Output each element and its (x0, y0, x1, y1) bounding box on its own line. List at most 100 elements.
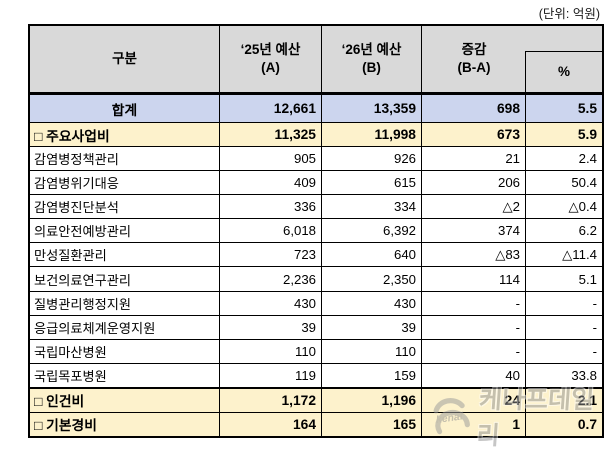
cell-budget-2026: 2,350 (322, 267, 422, 291)
cell-change: 206 (422, 171, 526, 195)
cell-budget-2026: 159 (322, 363, 422, 387)
cell-budget-2025: 11,325 (220, 123, 322, 147)
table-row: 의료안전예방관리 6,018 6,392 374 6.2 (30, 219, 602, 244)
table-row: 질병관리행정지원 430 430 - - (30, 291, 602, 316)
cell-budget-2025: 336 (220, 195, 322, 219)
cell-budget-2026: 165 (322, 412, 422, 437)
cell-change: 698 (422, 95, 526, 122)
header-budget-2025-line1: ‘25년 예산 (240, 42, 301, 58)
row-label: 질병관리행정지원 (30, 291, 220, 315)
table-row-personnel: □ 인건비 1,172 1,196 24 2.1 (30, 388, 602, 413)
cell-change: △2 (422, 195, 526, 219)
header-change-group: 증감 (B-A) % (422, 26, 602, 92)
row-label: □ 기본경비 (30, 412, 220, 437)
table-row-basic-expenses: □ 기본경비 164 165 1 0.7 (30, 412, 602, 437)
cell-budget-2025: 723 (220, 243, 322, 267)
header-category-label: 구분 (112, 51, 137, 67)
header-percent-label: % (557, 64, 570, 80)
cell-percent: 5.9 (577, 127, 597, 143)
cell-budget-2025: 6,018 (220, 219, 322, 243)
table-row: 보건의료연구관리 2,236 2,350 114 5.1 (30, 267, 602, 292)
header-budget-2025: ‘25년 예산 (A) (220, 26, 322, 92)
row-label: 감염병진단분석 (30, 195, 220, 219)
cell-budget-2025: 119 (220, 363, 322, 387)
cell-change: 40 (422, 363, 526, 387)
cell-percent: △0.4 (568, 198, 597, 214)
cell-budget-2026: 430 (322, 291, 422, 315)
cell-budget-2026: 615 (322, 171, 422, 195)
cell-percent: 33.8 (571, 367, 597, 383)
header-percent: % (525, 51, 602, 92)
table-header-row: 구분 ‘25년 예산 (A) ‘26년 예산 (B) 증감 (B-A) % (30, 26, 602, 95)
cell-budget-2026: 926 (322, 147, 422, 171)
row-label: □ 인건비 (30, 388, 220, 412)
cell-percent: - (592, 343, 597, 359)
row-label: □ 주요사업비 (30, 123, 220, 147)
row-label: 국립목포병원 (30, 363, 220, 387)
cell-change: 374 (422, 219, 526, 243)
table-row-total: 합계 12,661 13,359 698 5.5 (30, 95, 602, 123)
cell-change: - (422, 315, 526, 339)
header-change-line1: 증감 (461, 42, 487, 58)
cell-budget-2025: 430 (220, 291, 322, 315)
cell-budget-2025: 905 (220, 147, 322, 171)
cell-budget-2025: 12,661 (220, 95, 322, 122)
row-label: 감염병위기대응 (30, 171, 220, 195)
cell-change: 114 (422, 267, 526, 291)
cell-change: - (422, 291, 526, 315)
cell-change: 1 (422, 412, 526, 437)
cell-percent: 50.4 (571, 175, 597, 191)
header-change: 증감 (B-A) (422, 26, 526, 92)
cell-change: 673 (422, 123, 526, 147)
header-budget-2026-line1: ‘26년 예산 (341, 42, 402, 58)
cell-budget-2026: 334 (322, 195, 422, 219)
row-label: 만성질환관리 (30, 243, 220, 267)
cell-budget-2026: 6,392 (322, 219, 422, 243)
cell-percent: 0.7 (577, 416, 597, 432)
table-body: 합계 12,661 13,359 698 5.5 □ 주요사업비 11,325 … (30, 95, 602, 437)
cell-change: 24 (422, 388, 526, 412)
cell-budget-2025: 409 (220, 171, 322, 195)
cell-budget-2026: 640 (322, 243, 422, 267)
cell-budget-2025: 110 (220, 339, 322, 363)
budget-table: 구분 ‘25년 예산 (A) ‘26년 예산 (B) 증감 (B-A) % (28, 24, 604, 438)
row-label: 감염병정책관리 (30, 147, 220, 171)
table-row: 국립목포병원 119 159 40 33.8 (30, 363, 602, 389)
unit-label: (단위: 억원) (538, 7, 600, 21)
cell-percent: △11.4 (562, 246, 597, 262)
row-label: 보건의료연구관리 (30, 267, 220, 291)
header-category: 구분 (30, 26, 220, 92)
cell-percent: 5.1 (578, 271, 597, 287)
cell-budget-2025: 2,236 (220, 267, 322, 291)
cell-budget-2026: 39 (322, 315, 422, 339)
cell-percent: - (592, 295, 597, 311)
row-label: 합계 (30, 95, 220, 122)
table-row: 만성질환관리 723 640 △83 △11.4 (30, 243, 602, 268)
cell-budget-2026: 11,998 (322, 123, 422, 147)
cell-percent: - (592, 319, 597, 335)
table-row-main-programs: □ 주요사업비 11,325 11,998 673 5.9 (30, 123, 602, 148)
header-budget-2026: ‘26년 예산 (B) (322, 26, 422, 92)
cell-percent: 2.1 (577, 392, 597, 408)
table-row: 국립마산병원 110 110 - - (30, 339, 602, 364)
row-label: 국립마산병원 (30, 339, 220, 363)
cell-change: △83 (422, 243, 526, 267)
cell-percent: 5.5 (577, 101, 597, 116)
table-row: 감염병정책관리 905 926 21 2.4 (30, 147, 602, 172)
cell-change: - (422, 339, 526, 363)
table-row: 감염병진단분석 336 334 △2 △0.4 (30, 195, 602, 220)
cell-change: 21 (422, 147, 526, 171)
cell-percent: 2.4 (578, 151, 597, 167)
cell-percent: 6.2 (578, 223, 597, 239)
cell-budget-2026: 1,196 (322, 388, 422, 412)
header-budget-2025-line2: (A) (261, 60, 280, 75)
header-budget-2026-line2: (B) (362, 60, 381, 75)
table-row: 응급의료체계운영지원 39 39 - - (30, 315, 602, 340)
cell-budget-2026: 110 (322, 339, 422, 363)
cell-budget-2025: 164 (220, 412, 322, 437)
cell-budget-2025: 39 (220, 315, 322, 339)
cell-budget-2025: 1,172 (220, 388, 322, 412)
row-label: 응급의료체계운영지원 (30, 315, 220, 339)
header-change-line2: (B-A) (457, 60, 491, 75)
